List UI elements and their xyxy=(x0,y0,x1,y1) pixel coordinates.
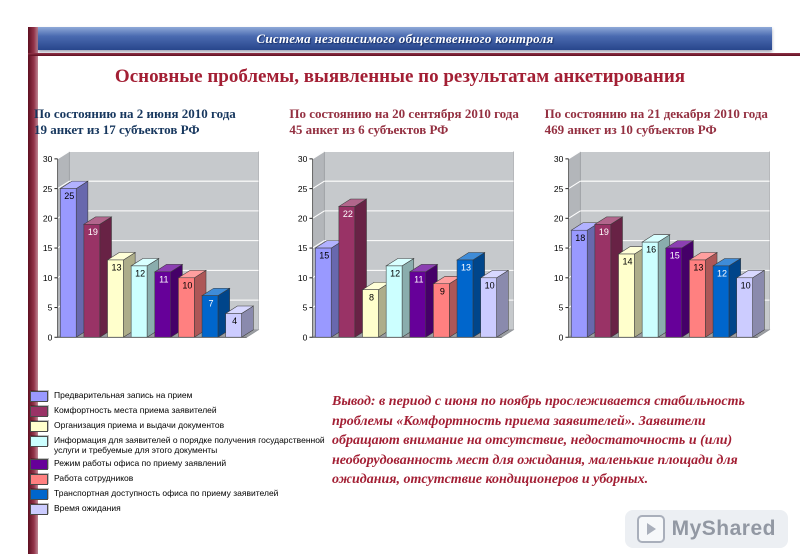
legend-label: Комфортность места приема заявителей xyxy=(54,405,217,415)
legend-swatch xyxy=(30,406,48,417)
legend-item: Информация для заявителей о порядке полу… xyxy=(30,435,328,455)
svg-text:12: 12 xyxy=(390,269,400,279)
legend-label: Предварительная запись на прием xyxy=(54,390,193,400)
chart-heading-line1: По состоянию на 20 сентября 2010 года xyxy=(289,106,519,121)
svg-text:18: 18 xyxy=(575,233,585,243)
svg-text:11: 11 xyxy=(159,274,168,284)
legend-swatch xyxy=(30,391,48,402)
watermark-text: MyShared xyxy=(671,517,776,540)
svg-text:25: 25 xyxy=(554,184,564,194)
svg-text:13: 13 xyxy=(112,263,122,273)
legend-item: Транспортная доступность офиса по приему… xyxy=(30,488,328,501)
legend-label: Организация приема и выдачи документов xyxy=(54,420,225,430)
legend-item: Работа сотрудников xyxy=(30,473,328,486)
svg-text:20: 20 xyxy=(554,214,564,224)
bar-chart-september: 0 5 10 15 20 25 30 15 22 8 12 11 9 13 10 xyxy=(298,150,515,342)
chart-heading-1: По состоянию на 2 июня 2010 года 19 анке… xyxy=(34,106,275,142)
svg-text:7: 7 xyxy=(209,298,214,308)
svg-text:15: 15 xyxy=(554,243,564,253)
svg-text:0: 0 xyxy=(303,332,308,342)
svg-text:25: 25 xyxy=(64,191,74,201)
svg-text:0: 0 xyxy=(48,332,53,342)
svg-text:20: 20 xyxy=(43,214,53,224)
myshared-watermark[interactable]: MyShared xyxy=(624,510,788,548)
legend-item: Предварительная запись на прием xyxy=(30,390,328,402)
svg-text:12: 12 xyxy=(717,269,727,279)
svg-text:11: 11 xyxy=(414,274,423,284)
chart-heading-line1: По состоянию на 21 декабря 2010 года xyxy=(544,106,768,121)
svg-text:9: 9 xyxy=(440,286,445,296)
bar-chart-june: 0 5 10 15 20 25 30 25 19 13 12 11 10 7 4 xyxy=(43,150,260,342)
svg-text:25: 25 xyxy=(298,184,308,194)
legend-swatch xyxy=(30,459,48,471)
svg-text:15: 15 xyxy=(298,243,308,253)
svg-text:10: 10 xyxy=(740,280,750,290)
chart-heading-3: По состоянию на 21 декабря 2010 года 469… xyxy=(545,106,786,142)
chart-heading-line2: 469 анкет из 10 субъектов РФ xyxy=(544,122,717,138)
legend-swatch xyxy=(30,489,48,501)
svg-text:22: 22 xyxy=(343,209,353,219)
legend-swatch xyxy=(30,421,48,432)
header-underline xyxy=(28,53,800,56)
svg-text:10: 10 xyxy=(298,273,308,283)
svg-text:13: 13 xyxy=(693,263,703,273)
chart-column-2: По состоянию на 20 сентября 2010 года 45… xyxy=(285,106,530,348)
legend-label: Работа сотрудников xyxy=(54,473,134,484)
svg-text:5: 5 xyxy=(303,303,308,313)
svg-text:5: 5 xyxy=(48,303,53,313)
svg-text:30: 30 xyxy=(43,154,53,164)
svg-text:4: 4 xyxy=(232,316,237,326)
chart-heading-line2: 19 анкет из 17 субъектов РФ xyxy=(34,122,200,138)
slide-title: Основные проблемы, выявленные по результ… xyxy=(114,66,686,87)
chart-heading-line1: По состоянию на 2 июня 2010 года xyxy=(34,106,236,121)
chart-column-1: По состоянию на 2 июня 2010 года 19 анке… xyxy=(30,106,275,348)
legend-label: Режим работы офиса по приему заявлений xyxy=(54,458,227,469)
svg-text:19: 19 xyxy=(88,227,98,237)
legend-item: Время ожидания xyxy=(30,503,328,516)
legend-item: Режим работы офиса по приему заявлений xyxy=(30,458,328,471)
svg-text:30: 30 xyxy=(554,154,564,164)
svg-text:10: 10 xyxy=(554,273,564,283)
svg-text:15: 15 xyxy=(669,251,679,261)
charts-row: По состоянию на 2 июня 2010 года 19 анке… xyxy=(30,106,786,348)
svg-text:13: 13 xyxy=(461,263,471,273)
conclusion-text: Вывод: в период с июня по ноябрь прослеж… xyxy=(332,394,745,488)
left-accent-bar xyxy=(28,27,38,554)
banner-title: Система независимого общественного контр… xyxy=(256,30,554,46)
myshared-logo-icon xyxy=(636,515,665,543)
chart-heading-line2: 45 анкет из 6 субъектов РФ xyxy=(289,122,449,138)
header-banner: Система независимого общественного контр… xyxy=(38,27,772,50)
legend-item: Комфортность места приема заявителей xyxy=(30,405,328,417)
svg-text:30: 30 xyxy=(298,154,308,164)
legend-label: Время ожидания xyxy=(54,503,121,514)
chart-legend: Предварительная запись на прием Комфортн… xyxy=(30,390,328,518)
legend-item: Организация приема и выдачи документов xyxy=(30,420,328,432)
svg-text:10: 10 xyxy=(485,280,495,290)
svg-text:10: 10 xyxy=(43,273,53,283)
svg-text:12: 12 xyxy=(135,269,145,279)
svg-text:8: 8 xyxy=(369,292,374,302)
chart-heading-2: По состоянию на 20 сентября 2010 года 45… xyxy=(289,106,530,142)
svg-text:15: 15 xyxy=(43,243,53,253)
svg-text:16: 16 xyxy=(646,245,656,255)
svg-text:20: 20 xyxy=(298,214,308,224)
chart-column-3: По состоянию на 21 декабря 2010 года 469… xyxy=(541,106,786,348)
svg-text:15: 15 xyxy=(320,251,330,261)
legend-swatch xyxy=(30,436,48,447)
legend-label: Транспортная доступность офиса по приему… xyxy=(54,488,279,499)
svg-text:14: 14 xyxy=(622,257,632,267)
svg-text:19: 19 xyxy=(599,227,609,237)
svg-text:10: 10 xyxy=(182,280,192,290)
svg-text:0: 0 xyxy=(558,332,563,342)
bar-chart-december: 0 5 10 15 20 25 30 18 19 14 16 15 13 12 10 xyxy=(554,150,771,342)
svg-text:5: 5 xyxy=(558,303,563,313)
svg-text:25: 25 xyxy=(43,184,53,194)
legend-label: Информация для заявителей о порядке полу… xyxy=(54,435,325,456)
legend-swatch xyxy=(30,504,48,516)
legend-swatch xyxy=(30,474,48,486)
